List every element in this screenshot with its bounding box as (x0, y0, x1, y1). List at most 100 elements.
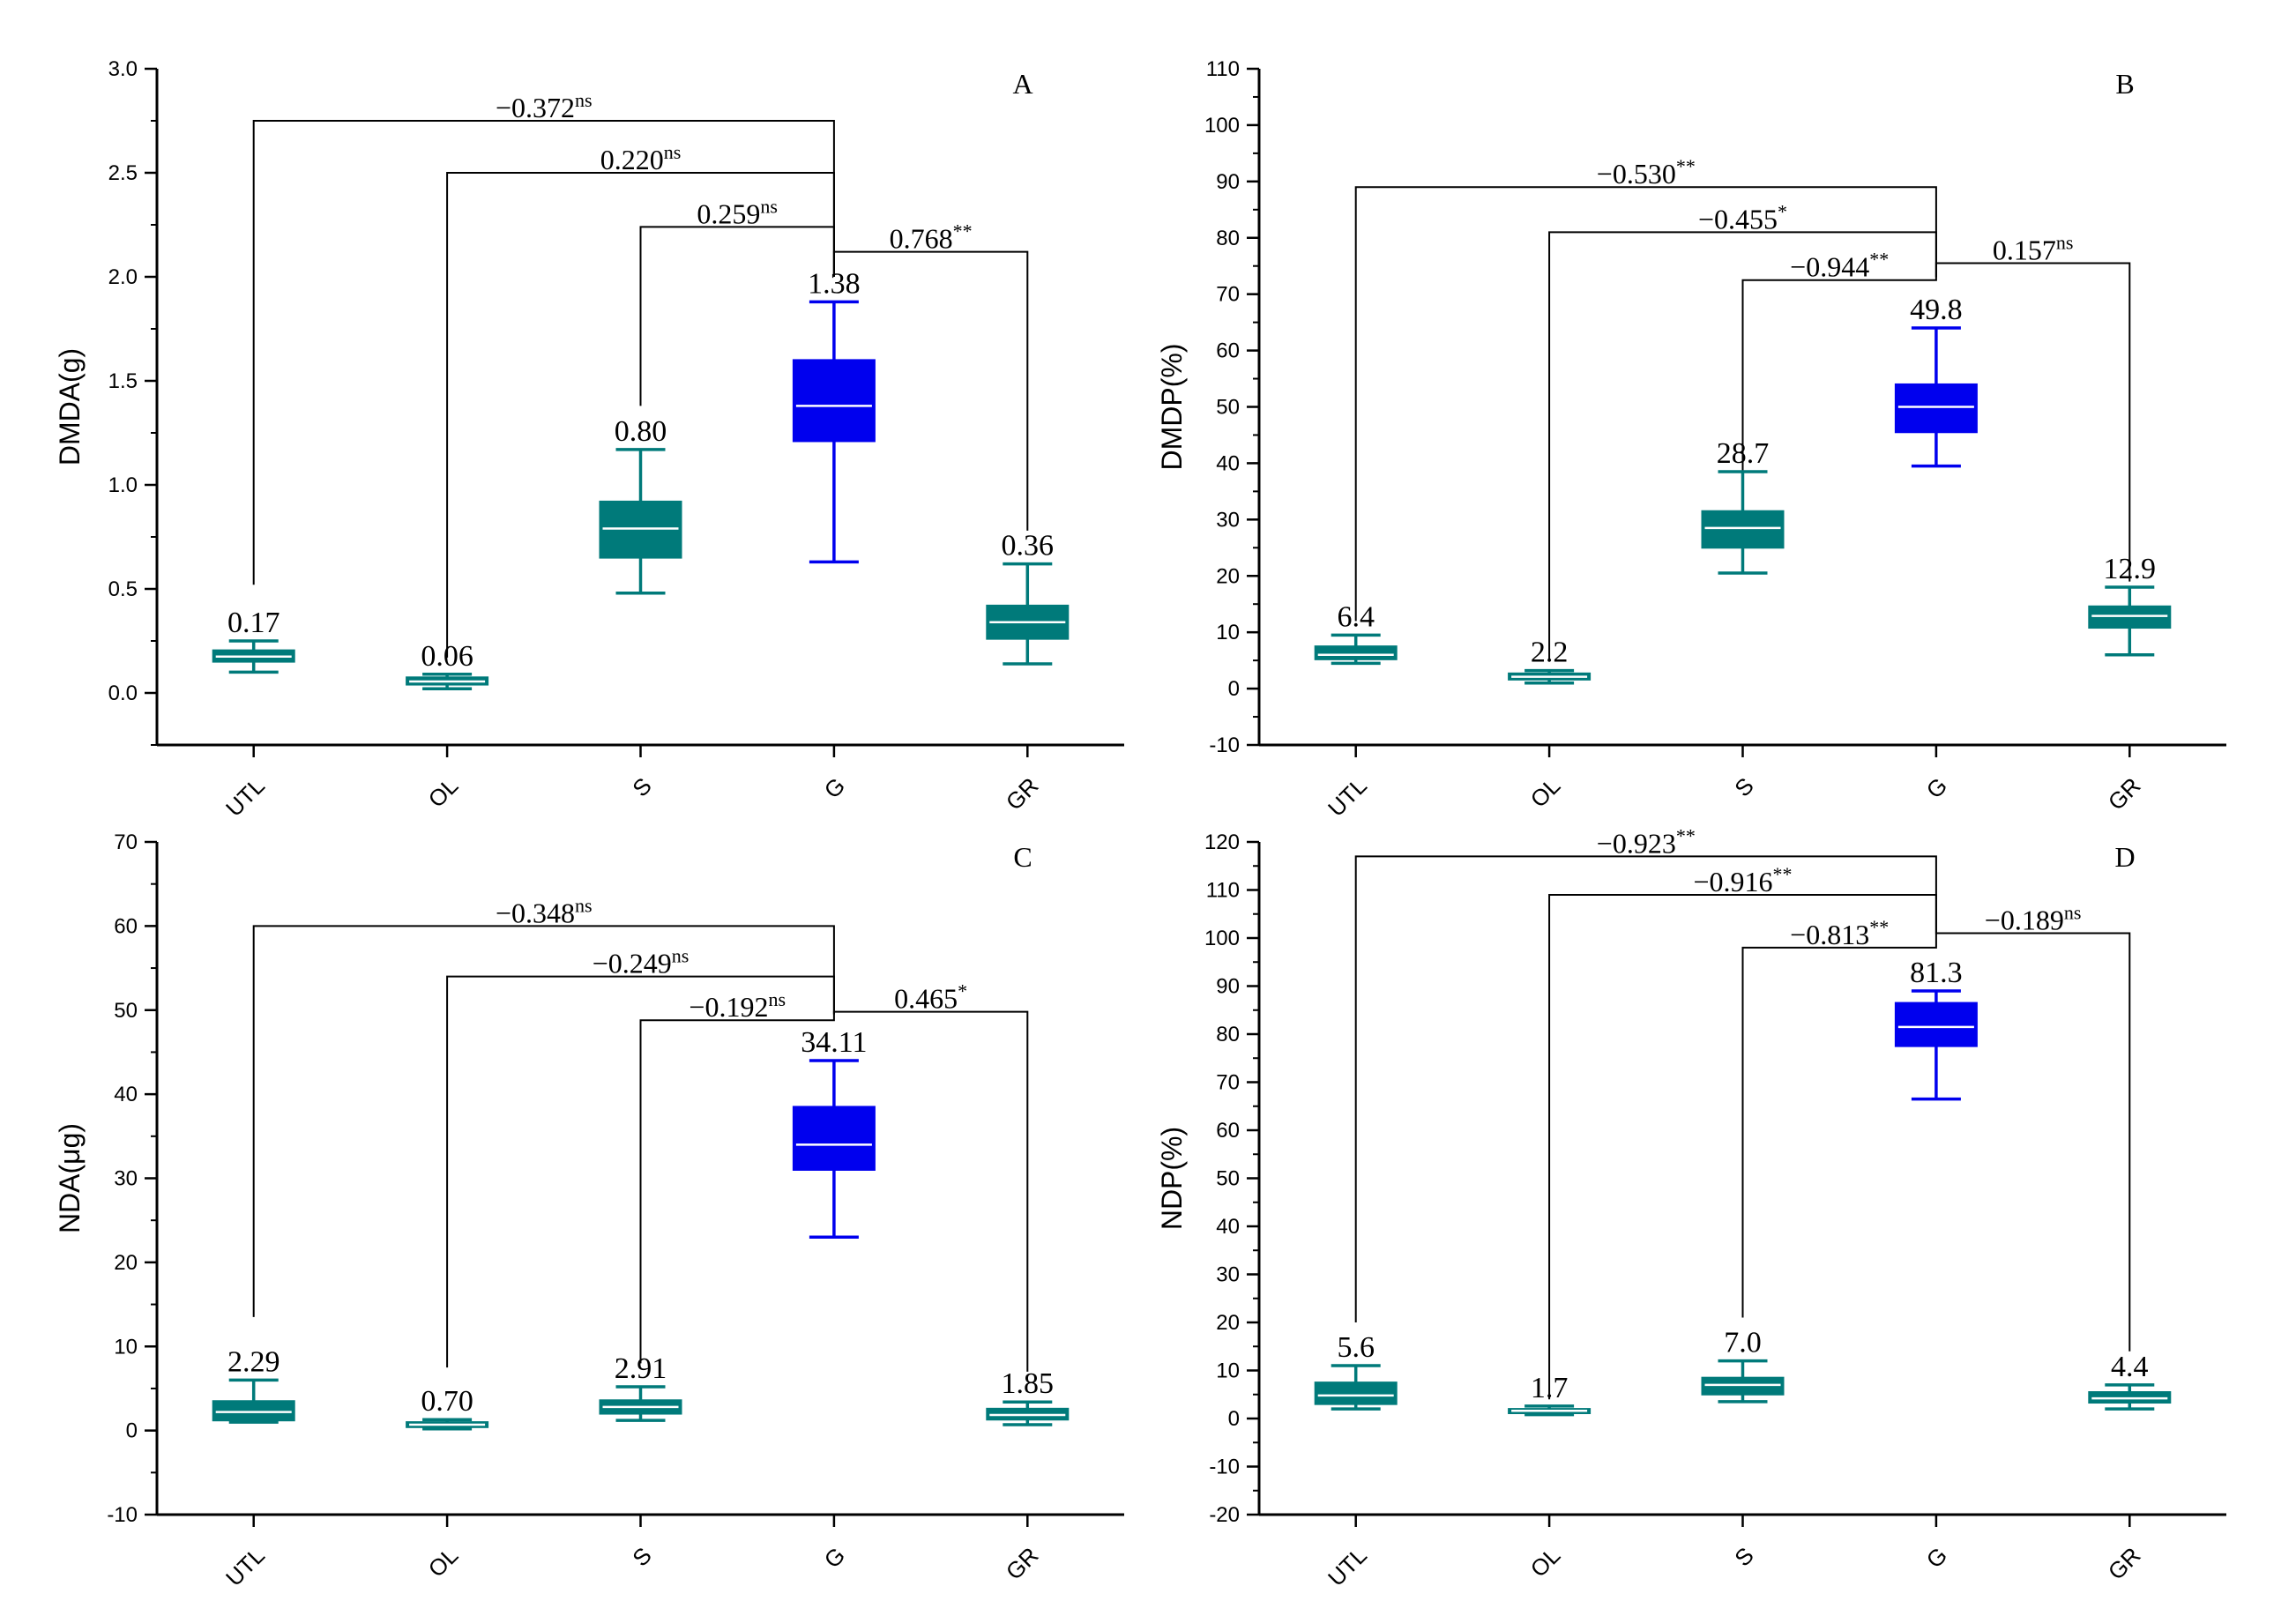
bracket-s-g: −0.813** (1741, 899, 1937, 1318)
y-tick-label: 10 (1216, 1359, 1240, 1383)
correlation-value: −0.813 (1790, 919, 1869, 950)
y-tick-label: 30 (1216, 1263, 1240, 1287)
significance-mark: ** (1676, 155, 1696, 177)
box-body (792, 359, 876, 443)
panel-letter: C (1013, 841, 1032, 873)
significance-mark: ns (664, 141, 682, 163)
median-value-label: 2.29 (227, 1345, 280, 1378)
bracket-utl-g: −0.348ns (252, 894, 835, 1317)
x-tick-label-g: G (819, 772, 851, 804)
correlation-label: 0.220ns (600, 141, 682, 175)
significance-mark: ** (953, 220, 973, 242)
bracket-line (639, 1014, 835, 1364)
y-tick-label: 0 (1228, 677, 1240, 701)
y-tick-label: 50 (114, 999, 138, 1023)
bracket-line (1934, 262, 2131, 582)
significance-mark: ** (1869, 249, 1889, 271)
box-body (1314, 645, 1398, 660)
y-tick-label: 70 (114, 830, 138, 854)
x-tick-label-ol: OL (423, 772, 464, 813)
x-tick-label-ol: OL (1525, 772, 1566, 813)
y-tick-label: 80 (1216, 1023, 1240, 1046)
box-body (1701, 510, 1785, 549)
significance-mark: * (1778, 200, 1787, 222)
bracket-ol-g: −0.249ns (446, 945, 835, 1368)
box-body (1701, 1376, 1785, 1396)
y-tick-label: 80 (1216, 227, 1240, 250)
y-axis-title: DMDP(%) (1156, 344, 1188, 471)
bracket-line (1354, 855, 1937, 1322)
box-g: 34.11 (792, 1026, 876, 1240)
bracket-g-gr: −0.189ns (1934, 899, 2131, 1352)
y-tick-label: 2.5 (108, 161, 138, 185)
y-tick-label: 90 (1216, 975, 1240, 999)
y-tick-label: 40 (1216, 1215, 1240, 1239)
box-body (1894, 1002, 1978, 1047)
box-s: 28.7 (1701, 437, 1785, 575)
bracket-g-gr: 0.465* (832, 980, 1029, 1372)
x-tick-label-s: S (1729, 1542, 1758, 1571)
bracket-ol-g: 0.220ns (446, 141, 835, 658)
x-tick-label-gr: GR (2103, 772, 2146, 815)
median-value-label: 0.80 (615, 415, 667, 448)
bracket-s-g: −0.944** (1741, 249, 1937, 503)
median-value-label: 1.7 (1531, 1372, 1569, 1404)
correlation-value: −0.348 (496, 897, 575, 928)
box-s: 0.80 (599, 415, 682, 595)
correlation-value: −0.923 (1597, 827, 1676, 859)
correlation-label: −0.189ns (1985, 902, 2082, 936)
box-gr: 4.4 (2088, 1351, 2172, 1411)
y-tick-label: 0.0 (108, 681, 138, 705)
box-ol: 0.06 (406, 640, 489, 691)
y-tick-label: 30 (1216, 508, 1240, 532)
y-tick-label: 50 (1216, 396, 1240, 420)
x-tick-label-ol: OL (1525, 1542, 1566, 1582)
y-tick-label: 40 (114, 1083, 138, 1106)
panel-letter: D (2114, 841, 2135, 873)
correlation-label: −0.916** (1693, 863, 1792, 897)
panel-letter: A (1012, 68, 1032, 100)
x-tick-label-utl: UTL (1323, 772, 1372, 822)
correlation-value: 0.259 (697, 197, 760, 229)
median-value-label: 5.6 (1337, 1331, 1375, 1364)
y-tick-label: 20 (1216, 1311, 1240, 1335)
correlation-label: −0.923** (1597, 824, 1696, 859)
y-axis-title: DMDA(g) (54, 348, 86, 465)
box-gr: 1.85 (986, 1367, 1070, 1426)
box-ol: 1.7 (1508, 1372, 1592, 1417)
y-tick-label: 1.0 (108, 473, 138, 497)
correlation-value: −0.249 (593, 948, 672, 979)
correlation-value: 0.220 (600, 144, 664, 175)
bracket-line (1934, 899, 2131, 1352)
box-gr: 12.9 (2088, 553, 2172, 657)
median-value-label: 4.4 (2111, 1351, 2149, 1383)
y-tick-label: -20 (1209, 1503, 1240, 1527)
bracket-utl-g: −0.372ns (252, 89, 835, 585)
x-tick-label-g: G (819, 1542, 851, 1574)
correlation-label: −0.372ns (496, 89, 593, 123)
median-value-label: 0.17 (227, 607, 280, 639)
box-utl: 6.4 (1314, 600, 1398, 666)
correlation-value: 0.157 (1993, 235, 2056, 266)
bracket-line (252, 925, 835, 1317)
correlation-value: 0.465 (894, 983, 958, 1015)
significance-mark: ns (2056, 232, 2074, 254)
y-axis-title: NDA(μg) (54, 1123, 86, 1233)
x-tick-label-gr: GR (2103, 1542, 2146, 1585)
x-tick-label-ol: OL (423, 1542, 464, 1582)
bracket-ol-g: −0.916** (1548, 863, 1937, 1400)
significance-mark: ** (1773, 863, 1793, 885)
box-utl: 5.6 (1314, 1331, 1398, 1411)
y-tick-label: 90 (1216, 170, 1240, 194)
correlation-label: 0.157ns (1993, 232, 2074, 266)
correlation-value: −0.455 (1698, 203, 1778, 235)
y-tick-label: 120 (1204, 830, 1240, 854)
correlation-label: −0.530** (1597, 155, 1696, 190)
box-g: 81.3 (1894, 957, 1978, 1101)
bracket-line (1741, 277, 1937, 503)
median-value-label: 12.9 (2104, 553, 2157, 585)
box-g: 1.38 (792, 267, 876, 564)
median-value-label: 6.4 (1337, 600, 1375, 633)
significance-mark: * (958, 980, 967, 1002)
correlation-value: −0.192 (689, 991, 768, 1023)
